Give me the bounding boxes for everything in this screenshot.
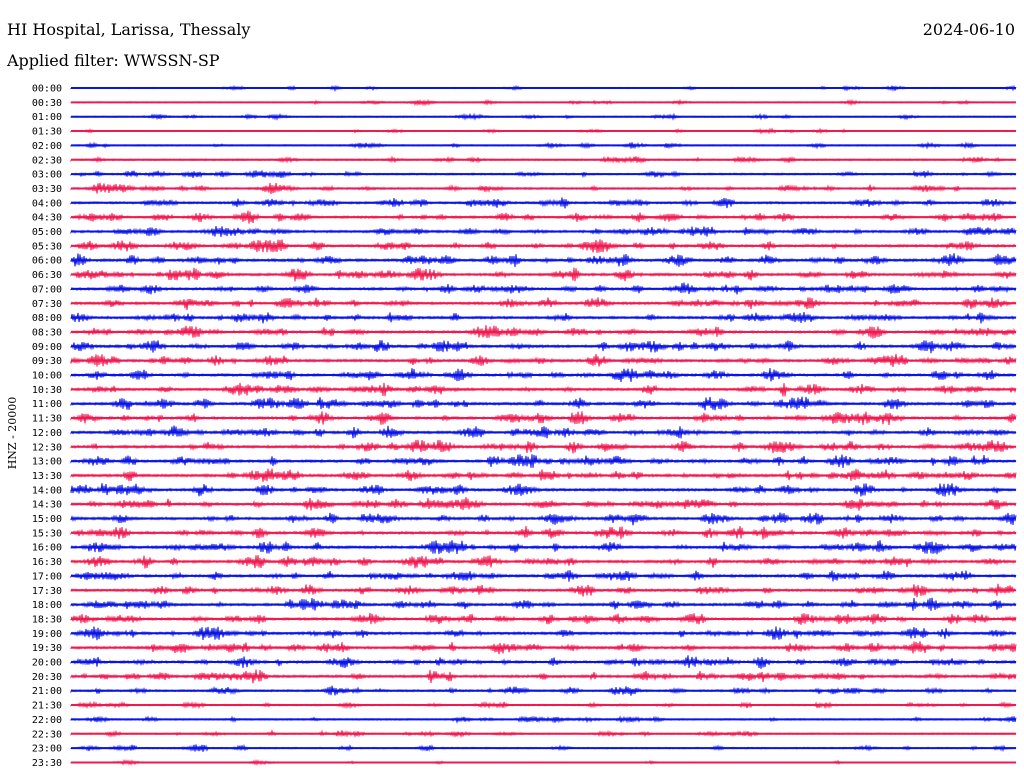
row-label: 11:00: [32, 399, 62, 410]
row-label: 16:30: [32, 557, 62, 568]
row-label: 06:30: [32, 270, 62, 281]
row-label: 13:00: [32, 457, 62, 468]
row-label: 05:00: [32, 227, 62, 238]
row-label: 00:00: [32, 84, 62, 95]
row-label: 15:30: [32, 528, 62, 539]
row-label: 01:30: [32, 127, 62, 138]
row-label: 18:30: [32, 614, 62, 625]
row-label: 06:00: [32, 256, 62, 267]
row-label: 23:00: [32, 744, 62, 755]
row-label: 03:30: [32, 184, 62, 195]
row-label: 05:30: [32, 241, 62, 252]
row-label: 19:00: [32, 629, 62, 640]
row-label: 17:30: [32, 586, 62, 597]
station-title: HI Hospital, Larissa, Thessaly: [7, 20, 251, 39]
row-label: 09:30: [32, 356, 62, 367]
row-label: 14:30: [32, 500, 62, 511]
row-label: 21:30: [32, 701, 62, 712]
row-label: 17:00: [32, 571, 62, 582]
row-label: 02:30: [32, 155, 62, 166]
row-label: 11:30: [32, 414, 62, 425]
row-label: 04:30: [32, 213, 62, 224]
row-label: 07:30: [32, 299, 62, 310]
row-label: 03:00: [32, 170, 62, 181]
row-label: 09:00: [32, 342, 62, 353]
row-label: 04:00: [32, 198, 62, 209]
row-label: 12:30: [32, 442, 62, 453]
row-label: 08:00: [32, 313, 62, 324]
filter-label: Applied filter: WWSSN-SP: [7, 51, 220, 70]
row-label: 16:00: [32, 543, 62, 554]
row-label: 19:30: [32, 643, 62, 654]
row-label: 15:00: [32, 514, 62, 525]
row-label: 02:00: [32, 141, 62, 152]
row-label: 20:00: [32, 658, 62, 669]
row-label: 07:00: [32, 284, 62, 295]
row-label: 22:30: [32, 729, 62, 740]
row-label: 00:30: [32, 98, 62, 109]
row-label: 12:00: [32, 428, 62, 439]
row-label: 13:30: [32, 471, 62, 482]
row-label: 14:00: [32, 485, 62, 496]
row-label: 18:00: [32, 600, 62, 611]
row-label: 08:30: [32, 327, 62, 338]
row-label: 20:30: [32, 672, 62, 683]
row-label: 21:00: [32, 686, 62, 697]
row-label: 01:00: [32, 112, 62, 123]
row-label: 22:00: [32, 715, 62, 726]
record-date: 2024-06-10: [922, 20, 1015, 39]
row-label: 23:30: [32, 758, 62, 769]
row-label: 10:30: [32, 385, 62, 396]
row-label: 10:00: [32, 371, 62, 382]
